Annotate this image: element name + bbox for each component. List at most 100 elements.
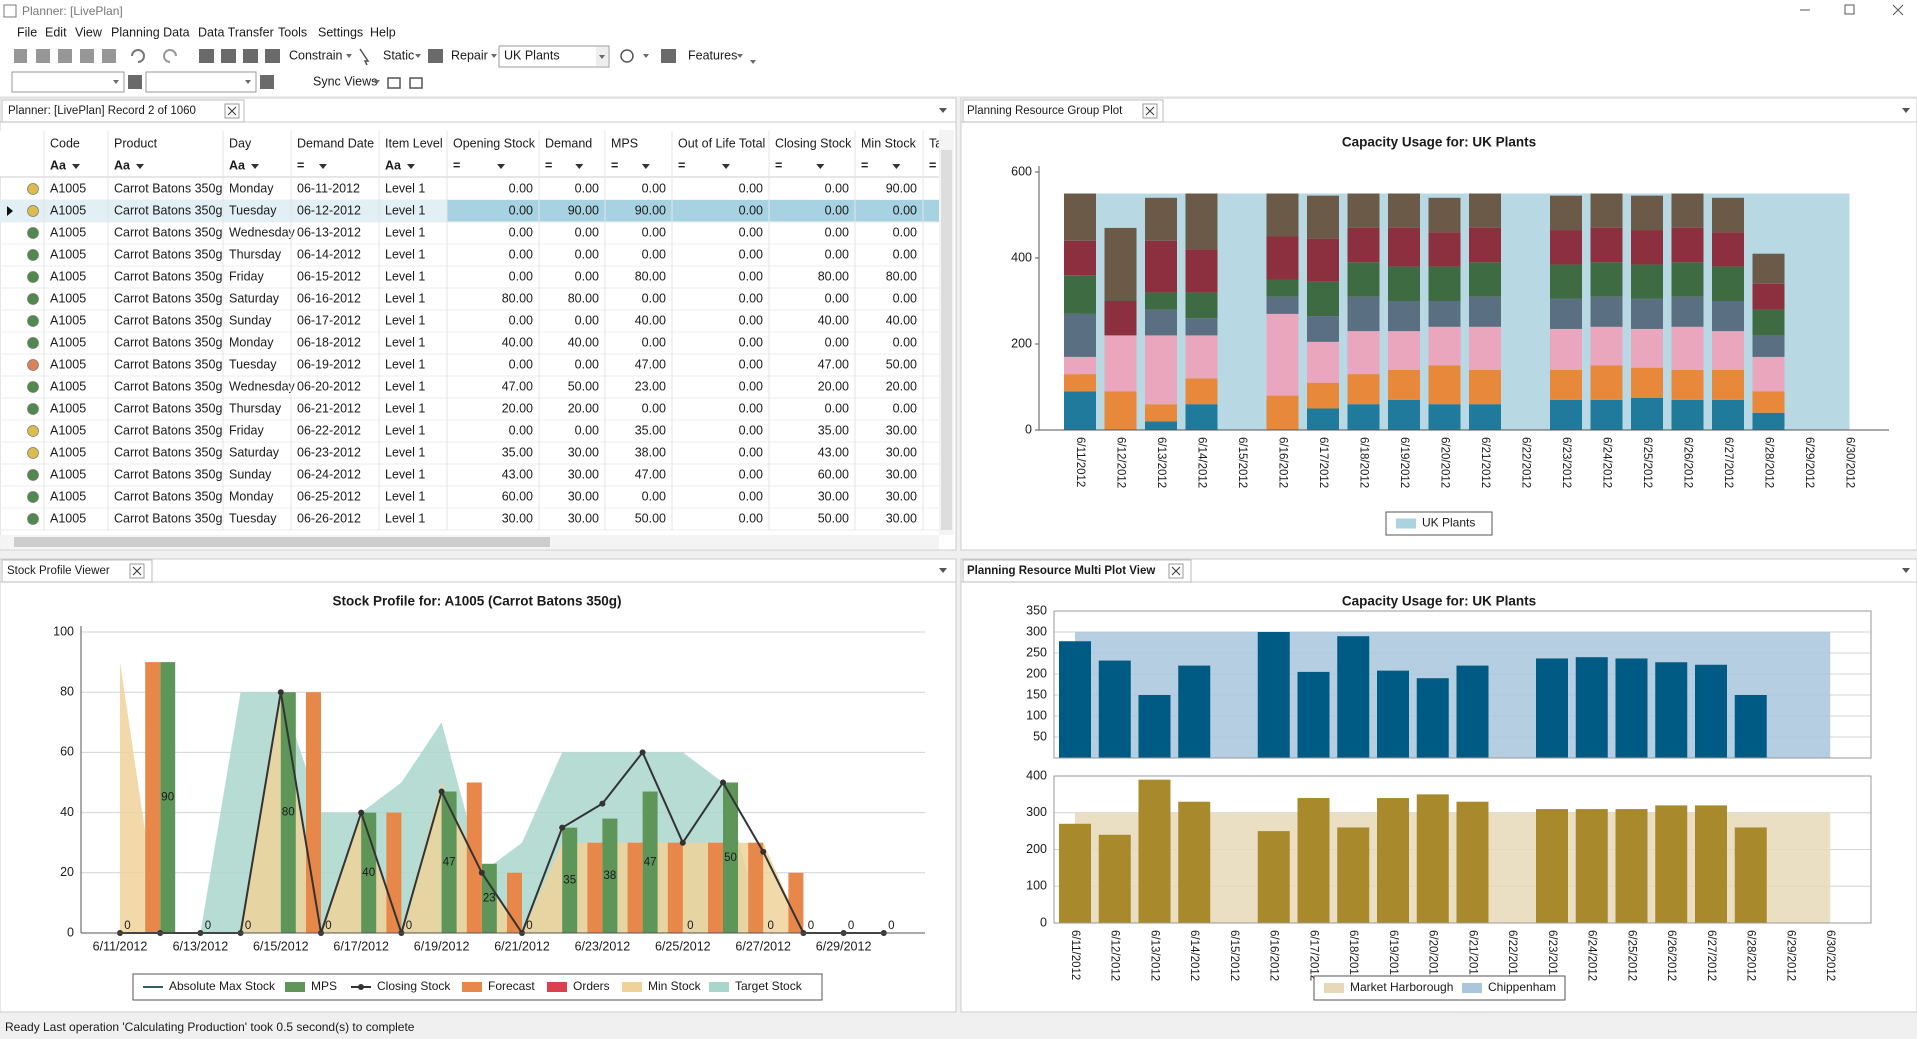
grid-cell[interactable]: 30.00 xyxy=(502,511,533,525)
features-button[interactable]: Features xyxy=(688,48,737,62)
panel-menu[interactable] xyxy=(939,108,947,113)
tool-button[interactable] xyxy=(36,49,50,63)
grid-cell[interactable]: 06-22-2012 xyxy=(297,423,361,437)
grid-cell[interactable]: Wednesday xyxy=(229,225,296,239)
tab-close[interactable] xyxy=(129,563,145,579)
filter-arrow[interactable] xyxy=(497,164,505,169)
grid-cell[interactable]: A1005 xyxy=(50,225,86,239)
grid-cell[interactable]: Carrot Batons 350g xyxy=(114,247,222,261)
grid-cell[interactable]: 43.00 xyxy=(818,445,849,459)
scroll-thumb[interactable] xyxy=(14,537,550,547)
grid-cell[interactable]: 0.00 xyxy=(825,291,849,305)
grid-cell[interactable]: 40.00 xyxy=(886,313,917,327)
grid-cell[interactable]: 80.00 xyxy=(818,269,849,283)
dropdown-arrow[interactable] xyxy=(415,54,421,58)
grid-cell[interactable]: Carrot Batons 350g xyxy=(114,467,222,481)
grid-cell[interactable]: 0.00 xyxy=(739,247,763,261)
grid-cell[interactable]: 0.00 xyxy=(642,181,666,195)
filter-arrow[interactable] xyxy=(816,164,825,169)
grid-cell[interactable]: Monday xyxy=(229,181,274,195)
menu-item[interactable]: Tools xyxy=(278,25,307,39)
column-header[interactable]: Min Stock xyxy=(861,136,917,150)
tab[interactable] xyxy=(962,99,1164,123)
grid-cell[interactable]: 40.00 xyxy=(502,335,533,349)
column-header[interactable]: Day xyxy=(229,136,252,150)
grid-cell[interactable]: A1005 xyxy=(50,423,86,437)
tool-button[interactable] xyxy=(661,49,676,63)
constrain-button[interactable]: Constrain xyxy=(289,48,343,62)
grid-cell[interactable]: A1005 xyxy=(50,313,86,327)
grid-cell[interactable]: 06-14-2012 xyxy=(297,247,361,261)
grid-cell[interactable]: Carrot Batons 350g xyxy=(114,489,222,503)
grid-cell[interactable]: A1005 xyxy=(50,181,86,195)
grid-cell[interactable]: A1005 xyxy=(50,379,86,393)
grid-cell[interactable]: Level 1 xyxy=(385,357,425,371)
panel-menu[interactable] xyxy=(939,568,947,573)
unlock-button[interactable] xyxy=(409,77,423,89)
tab-title[interactable]: Planning Resource Multi Plot View xyxy=(967,565,1155,577)
column-filter[interactable]: Aa xyxy=(114,158,131,172)
grid-cell[interactable]: Level 1 xyxy=(385,511,425,525)
grid-cell[interactable]: 0.00 xyxy=(509,203,533,217)
menu-item[interactable]: File xyxy=(17,25,37,39)
scroll-thumb[interactable] xyxy=(941,150,952,530)
grid-cell[interactable]: Saturday xyxy=(229,445,280,459)
grid-cell[interactable]: Carrot Batons 350g xyxy=(114,181,222,195)
grid-cell[interactable]: 80.00 xyxy=(502,291,533,305)
grid-cell[interactable]: A1005 xyxy=(50,357,86,371)
grid-cell[interactable]: 0.00 xyxy=(642,225,666,239)
column-filter[interactable]: = xyxy=(678,158,685,172)
grid-cell[interactable]: 23.00 xyxy=(635,379,666,393)
menu-item[interactable]: View xyxy=(75,25,103,39)
grid-cell[interactable]: 0.00 xyxy=(739,313,763,327)
grid-cell[interactable]: Friday xyxy=(229,269,264,283)
grid-cell[interactable]: 06-23-2012 xyxy=(297,445,361,459)
grid-cell[interactable]: 0.00 xyxy=(509,313,533,327)
grid-cell[interactable]: 0.00 xyxy=(739,445,763,459)
grid-cell[interactable]: 30.00 xyxy=(568,445,599,459)
dropdown-arrow[interactable] xyxy=(346,54,352,58)
menu-item[interactable]: Settings xyxy=(318,25,363,39)
grid-cell[interactable]: 30.00 xyxy=(568,511,599,525)
grid-cell[interactable]: Tuesday xyxy=(229,203,277,217)
column-filter[interactable]: Aa xyxy=(229,158,246,172)
grid-cell[interactable]: 0.00 xyxy=(739,225,763,239)
grid-cell[interactable]: 0.00 xyxy=(575,181,599,195)
grid-cell[interactable]: 90.00 xyxy=(568,203,599,217)
filter-arrow[interactable] xyxy=(892,164,901,169)
grid-cell[interactable]: Carrot Batons 350g xyxy=(114,511,222,525)
grid-cell[interactable]: Level 1 xyxy=(385,313,425,327)
search-button[interactable] xyxy=(620,49,634,63)
grid-cell[interactable]: 47.00 xyxy=(635,467,666,481)
grid-cell[interactable]: 50.00 xyxy=(635,511,666,525)
undo-button[interactable] xyxy=(131,49,145,63)
tab-close[interactable] xyxy=(1142,103,1158,119)
grid-cell[interactable]: Monday xyxy=(229,489,274,503)
column-header[interactable]: Product xyxy=(114,136,158,150)
grid-cell[interactable]: 90.00 xyxy=(635,203,666,217)
menu-item[interactable]: Edit xyxy=(45,25,67,39)
grid-cell[interactable]: Carrot Batons 350g xyxy=(114,423,222,437)
overflow-arrow[interactable] xyxy=(750,60,756,64)
grid-cell[interactable]: 0.00 xyxy=(825,335,849,349)
grid-cell[interactable]: 0.00 xyxy=(509,269,533,283)
column-header[interactable]: Demand Date xyxy=(297,136,374,150)
grid-cell[interactable]: 0.00 xyxy=(893,225,917,239)
grid-cell[interactable]: Carrot Batons 350g xyxy=(114,445,222,459)
grid-cell[interactable]: 06-26-2012 xyxy=(297,511,361,525)
column-filter[interactable]: = xyxy=(861,158,868,172)
column-filter[interactable]: = xyxy=(611,158,618,172)
combo-box[interactable] xyxy=(145,71,257,93)
grid-cell[interactable]: 0.00 xyxy=(739,467,763,481)
menu-item[interactable]: Help xyxy=(370,25,396,39)
grid-cell[interactable]: 0.00 xyxy=(825,203,849,217)
grid-cell[interactable]: Level 1 xyxy=(385,489,425,503)
filter-arrow[interactable] xyxy=(722,164,730,169)
grid-cell[interactable]: 0.00 xyxy=(642,291,666,305)
grid-cell[interactable]: 30.00 xyxy=(886,489,917,503)
grid-cell[interactable]: A1005 xyxy=(50,335,86,349)
grid-cell[interactable]: 47.00 xyxy=(635,357,666,371)
grid-cell[interactable]: 20.00 xyxy=(818,379,849,393)
grid-cell[interactable]: 35.00 xyxy=(818,423,849,437)
tool-button[interactable] xyxy=(80,49,94,63)
